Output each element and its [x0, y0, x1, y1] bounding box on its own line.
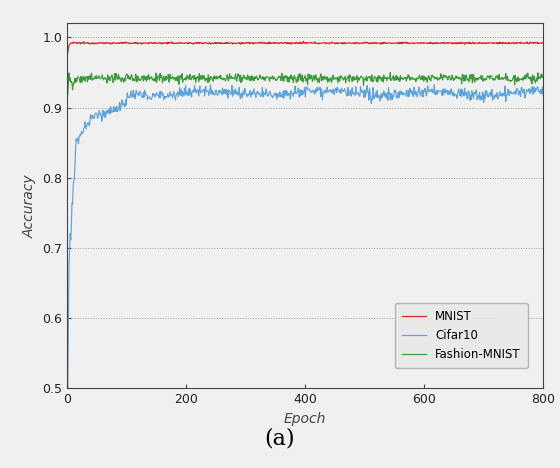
Legend: MNIST, Cifar10, Fashion-MNIST: MNIST, Cifar10, Fashion-MNIST: [395, 303, 528, 368]
Line: Cifar10: Cifar10: [68, 85, 543, 388]
Text: (a): (a): [265, 427, 295, 449]
MNIST: [368, 41, 375, 46]
Cifar10: [341, 86, 348, 91]
Fashion-MNIST: [540, 72, 547, 78]
Fashion-MNIST: [474, 77, 481, 83]
MNIST: [353, 40, 360, 46]
Cifar10: [426, 89, 432, 95]
MNIST: [64, 50, 71, 56]
Cifar10: [207, 82, 214, 88]
Fashion-MNIST: [426, 73, 432, 79]
Cifar10: [474, 94, 481, 99]
MNIST: [540, 40, 547, 46]
Fashion-MNIST: [387, 70, 394, 75]
MNIST: [341, 40, 348, 45]
Line: MNIST: MNIST: [68, 41, 543, 53]
Fashion-MNIST: [94, 75, 100, 81]
Cifar10: [64, 386, 71, 391]
Cifar10: [94, 111, 100, 117]
Fashion-MNIST: [367, 77, 374, 83]
Line: Fashion-MNIST: Fashion-MNIST: [68, 73, 543, 95]
Cifar10: [353, 91, 360, 97]
Fashion-MNIST: [353, 76, 360, 82]
Fashion-MNIST: [340, 77, 347, 82]
Cifar10: [540, 93, 547, 99]
Cifar10: [368, 101, 375, 106]
MNIST: [426, 41, 432, 46]
MNIST: [474, 41, 481, 46]
Fashion-MNIST: [64, 92, 71, 97]
X-axis label: Epoch: Epoch: [284, 412, 326, 426]
MNIST: [94, 41, 100, 46]
MNIST: [300, 38, 307, 44]
Y-axis label: Accuracy: Accuracy: [23, 174, 37, 238]
